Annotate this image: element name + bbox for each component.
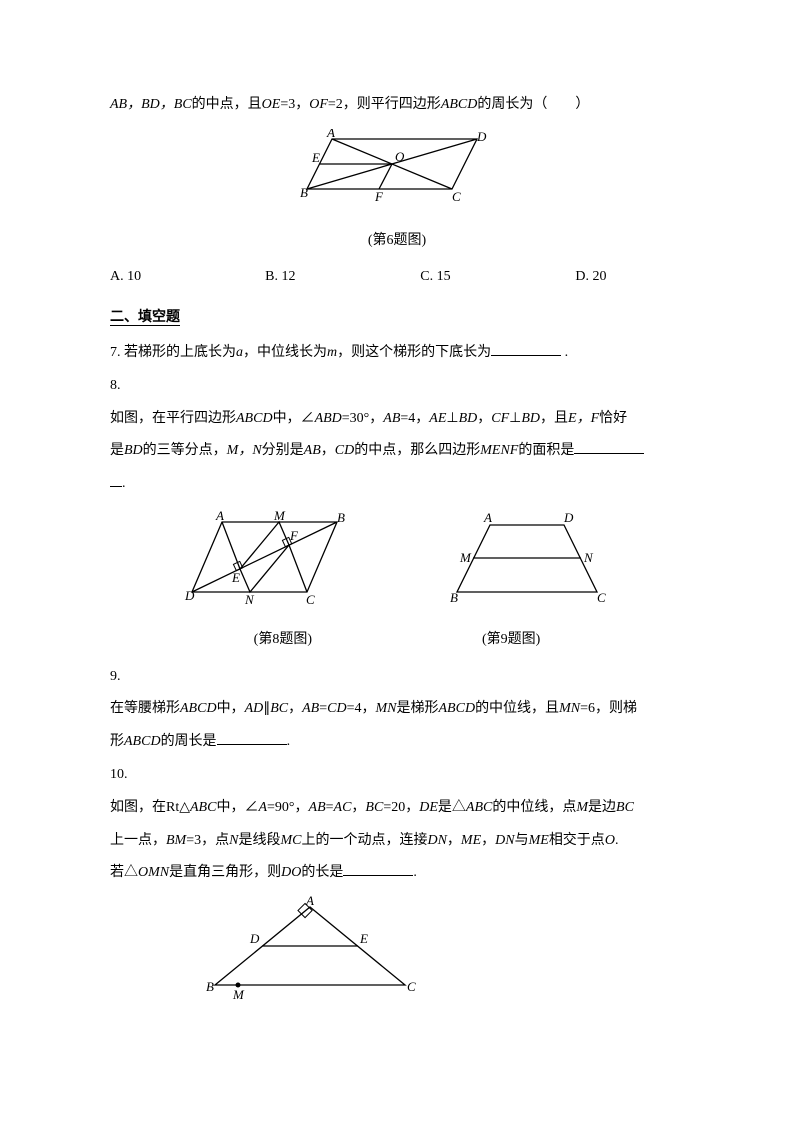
svg-text:B: B	[450, 590, 458, 605]
svg-text:C: C	[407, 979, 416, 994]
svg-text:B: B	[206, 979, 214, 994]
section-2-title: 二、填空题	[110, 303, 684, 334]
q6-opt-b: B. 12	[265, 262, 420, 293]
svg-text:B: B	[337, 510, 345, 525]
q10-blank[interactable]	[343, 862, 413, 876]
q9-figure: A D M N B C	[442, 510, 612, 623]
q7-blank[interactable]	[491, 342, 561, 356]
q6-caption: (第6题图)	[110, 226, 684, 257]
svg-text:C: C	[597, 590, 606, 605]
svg-text:A: A	[305, 895, 314, 908]
q10-l1: 如图，在Rt△ABC中，∠A=90°，AB=AC，BC=20，DE是△ABC的中…	[110, 793, 684, 824]
svg-text:N: N	[244, 592, 255, 607]
svg-text:E: E	[359, 931, 368, 946]
svg-text:A: A	[215, 510, 224, 523]
q10-num: 10.	[110, 760, 684, 791]
q6-options: A. 10 B. 12 C. 15 D. 20	[110, 262, 684, 293]
q6-ab-bd-bc: AB，BD，BC	[110, 97, 192, 112]
svg-text:C: C	[452, 189, 461, 204]
q10-l3: 若△OMN是直角三角形，则DO的长是.	[110, 858, 684, 889]
q8-caption: (第8题图)	[254, 625, 312, 656]
svg-text:E: E	[311, 150, 320, 165]
q8-l3: .	[110, 469, 684, 500]
q8-figure: A M B D N C E F	[182, 510, 352, 623]
q9-num: 9.	[110, 662, 684, 693]
svg-text:D: D	[184, 588, 195, 603]
q9-caption: (第9题图)	[482, 625, 540, 656]
svg-text:N: N	[583, 550, 594, 565]
q7: 7. 若梯形的上底长为a，中位线长为m，则这个梯形的下底长为 .	[110, 338, 684, 369]
svg-text:M: M	[232, 987, 245, 1002]
svg-text:O: O	[395, 149, 405, 164]
q9-l2: 形ABCD的周长是.	[110, 727, 684, 758]
svg-text:M: M	[459, 550, 472, 565]
svg-text:D: D	[476, 129, 487, 144]
q6-opt-a: A. 10	[110, 262, 265, 293]
svg-text:D: D	[563, 510, 574, 525]
q8-l1: 如图，在平行四边形ABCD中，∠ABD=30°，AB=4，AE⊥BD，CF⊥BD…	[110, 404, 684, 435]
svg-text:E: E	[231, 570, 240, 585]
q6-opt-d: D. 20	[575, 262, 684, 293]
q6-opt-c: C. 15	[420, 262, 575, 293]
q10-l2: 上一点，BM=3，点N是线段MC上的一个动点，连接DN，ME，DN与ME相交于点…	[110, 826, 684, 857]
q9-l1: 在等腰梯形ABCD中，AD∥BC，AB=CD=4，MN是梯形ABCD的中位线，且…	[110, 694, 684, 725]
q8-blank[interactable]	[574, 440, 644, 454]
svg-text:A: A	[483, 510, 492, 525]
q8-num: 8.	[110, 371, 684, 402]
q9-blank[interactable]	[217, 731, 287, 745]
q6-figure: A D B C E O F	[110, 129, 684, 222]
q10-figure: A D E B C M	[110, 895, 684, 1018]
svg-text:C: C	[306, 592, 315, 607]
svg-text:F: F	[374, 189, 384, 204]
svg-text:A: A	[326, 129, 335, 140]
svg-text:D: D	[249, 931, 260, 946]
svg-text:B: B	[300, 185, 308, 200]
q6-stem: AB，BD，BC的中点，且OE=3，OF=2，则平行四边形ABCD的周长为（ ）	[110, 90, 684, 121]
svg-text:F: F	[289, 528, 299, 543]
q8-l2: 是BD的三等分点，M，N分别是AB，CD的中点，那么四边形MENF的面积是	[110, 436, 684, 467]
svg-text:M: M	[273, 510, 286, 523]
